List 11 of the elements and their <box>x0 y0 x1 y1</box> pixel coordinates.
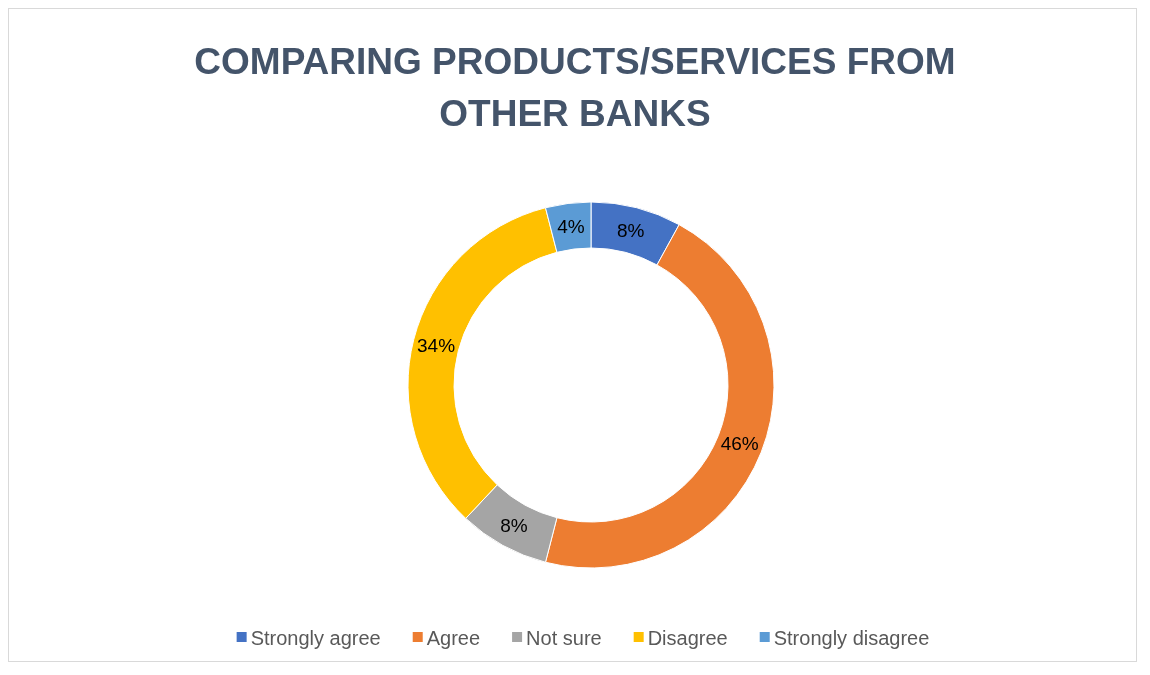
data-label: 4% <box>557 215 585 237</box>
legend-label: Disagree <box>647 627 728 649</box>
legend-label: Agree <box>426 627 481 649</box>
data-label: 34% <box>417 334 456 356</box>
data-label: 46% <box>720 433 759 455</box>
legend-label: Not sure <box>526 627 602 649</box>
chart-title: COMPARING PRODUCTS/SERVICES FROM OTHER BANKS <box>194 41 956 134</box>
legend-label: Strongly agree <box>250 627 381 649</box>
legend-label: Strongly disagree <box>773 627 930 649</box>
data-label: 8% <box>617 219 645 241</box>
data-label: 8% <box>500 514 528 536</box>
